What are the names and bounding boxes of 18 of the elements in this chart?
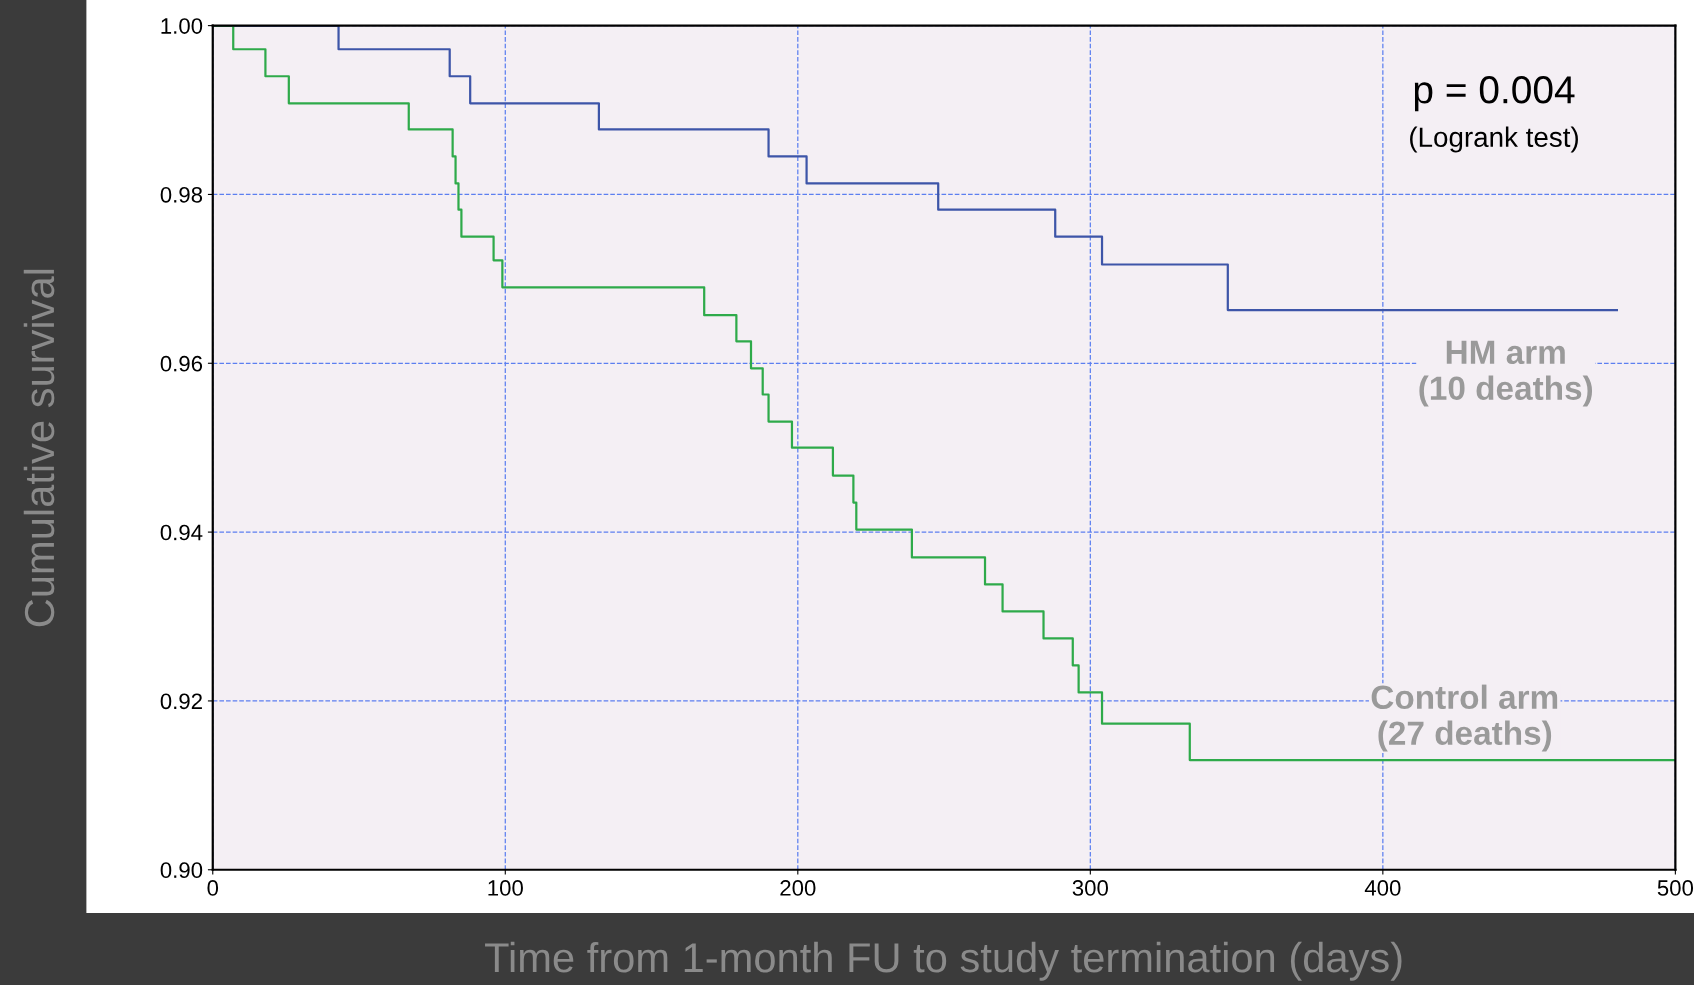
x-tick-label: 0 bbox=[207, 880, 219, 896]
y-tick-label: 0.94 bbox=[160, 524, 203, 541]
y-tick-label: 0.96 bbox=[160, 355, 203, 372]
x-tick-label: 400 bbox=[1364, 880, 1401, 896]
x-tick-label: 200 bbox=[780, 880, 816, 896]
annotation: p = 0.004 bbox=[1414, 76, 1575, 112]
x-axis-title: Time from 1-month FU to study termination (days) bbox=[485, 941, 1402, 981]
x-tick-label: 300 bbox=[1072, 880, 1108, 896]
y-tick-label: 0.98 bbox=[160, 186, 203, 203]
y-tick-label: 0.92 bbox=[160, 693, 202, 710]
annotation: (Logrank test) bbox=[1410, 126, 1578, 153]
y-tick-label: 1.00 bbox=[161, 18, 203, 34]
x-tick-label: 100 bbox=[488, 880, 523, 896]
y-tick-label: 0.90 bbox=[160, 862, 203, 879]
y-axis-title: Cumulative survival bbox=[23, 269, 55, 627]
series-label: HM arm (10 deaths) bbox=[1419, 340, 1593, 407]
x-tick-label: 500 bbox=[1657, 880, 1694, 896]
series-label: Control arm (27 deaths) bbox=[1371, 684, 1558, 752]
